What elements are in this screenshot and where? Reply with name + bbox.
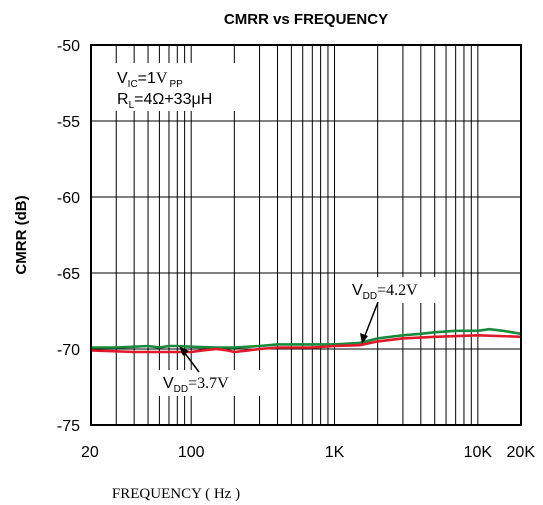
condition-vic: VIC=1V PP <box>117 70 183 90</box>
rl-sub: L <box>129 100 135 111</box>
annotation-box-4v2 <box>346 277 442 303</box>
vic-unit: V <box>156 70 168 87</box>
x-tick-label: 20K <box>507 444 536 461</box>
vic-main: V <box>117 70 128 87</box>
annotation-3v7-sub: DD <box>174 384 188 395</box>
conditions-box <box>112 63 238 111</box>
annotation-arrow-4v2 <box>363 301 379 339</box>
y-tick-label: -75 <box>57 418 80 435</box>
y-tick-label: -60 <box>57 190 80 207</box>
plot-frame <box>90 44 522 426</box>
condition-rl: RL=4Ω+33μH <box>117 91 212 111</box>
y-tick-labels: -50 -55 -60 -65 -70 -75 <box>57 38 80 435</box>
x-tick-labels: 20 100 1K 10K 20K <box>81 444 535 461</box>
annotation-4v2-value: =4.2V <box>377 282 418 299</box>
x-tick-label: 10K <box>464 444 493 461</box>
y-tick-label: -50 <box>57 38 80 55</box>
rl-main: R <box>117 91 129 108</box>
annotation-label-4v2: VDD=4.2V <box>352 282 418 302</box>
annotation-arrow-3v7 <box>183 351 200 373</box>
vic-sub: IC <box>128 79 138 90</box>
vic-value: =1 <box>138 70 156 87</box>
x-tick-label: 20 <box>81 444 99 461</box>
annotation-box-3v7 <box>158 370 262 396</box>
x-axis-label: FREQUENCY ( Hz ) <box>112 486 240 502</box>
chart-title: CMRR vs FREQUENCY <box>224 11 388 28</box>
y-tick-label: -70 <box>57 342 80 359</box>
series-line <box>90 333 522 354</box>
series-line <box>91 327 522 349</box>
annotation-4v2-main: V <box>352 282 363 299</box>
rl-value: =4Ω+33μH <box>134 91 212 108</box>
y-axis-label: CMRR (dB) <box>13 195 30 274</box>
annotation-arrowhead-4v2 <box>360 333 368 344</box>
series-group <box>90 327 522 354</box>
vic-unit-sub: PP <box>169 79 183 90</box>
x-tick-label: 1K <box>325 444 345 461</box>
y-tick-label: -55 <box>57 114 80 131</box>
y-tick-label: -65 <box>57 266 80 283</box>
annotation-3v7-value: =3.7V <box>188 375 229 392</box>
annotation-3v7-main: V <box>163 375 174 392</box>
annotation-4v2-sub: DD <box>363 291 377 302</box>
x-tick-label: 100 <box>178 444 205 461</box>
annotation-arrowhead-3v7 <box>179 346 189 356</box>
annotation-label-3v7: VDD=3.7V <box>163 375 229 395</box>
